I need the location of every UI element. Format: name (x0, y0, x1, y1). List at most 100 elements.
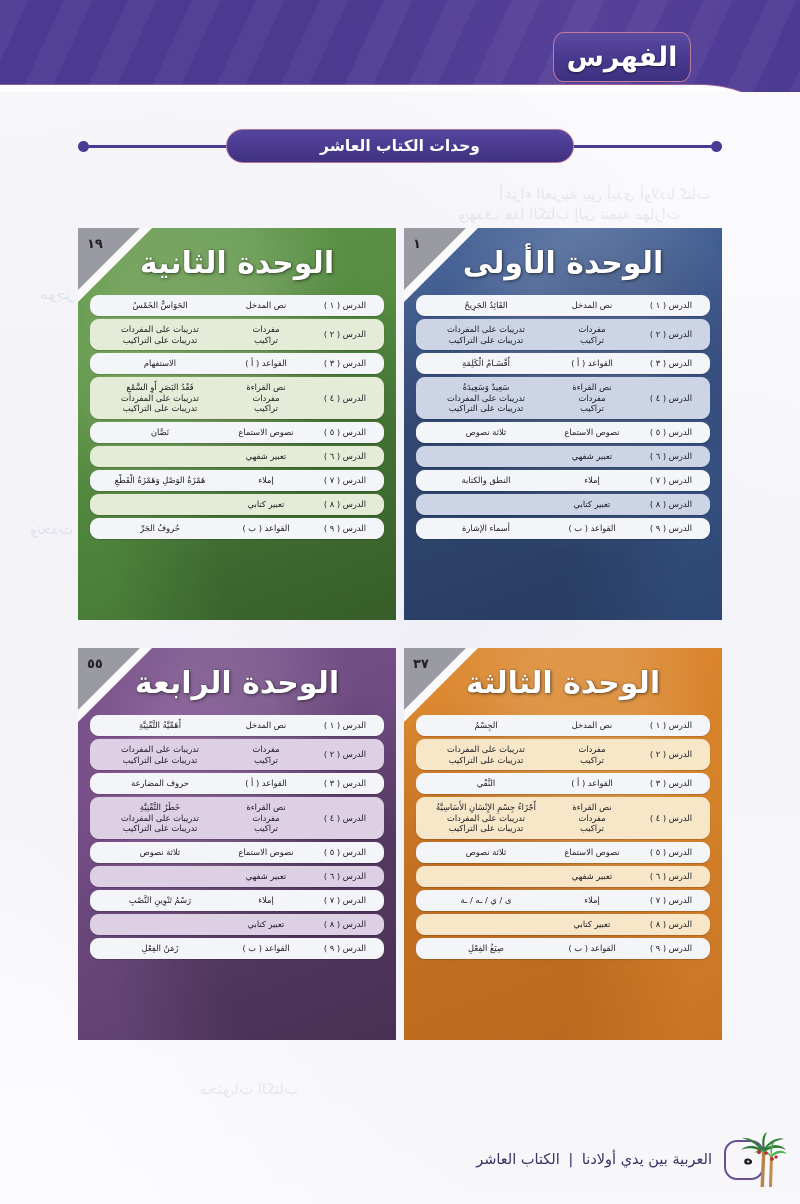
ribbon-gray-fold (78, 228, 140, 290)
lesson-row[interactable]: الدرس ( ٥ ) نصوص الاستماع ثلاثة نصوص (416, 842, 710, 863)
lesson-number: الدرس ( ٩ ) (649, 523, 693, 534)
paper-bleed-through: أعزاء العربية بين أيدي أولادنا كتاب (498, 185, 710, 203)
lesson-row[interactable]: الدرس ( ٤ ) نص القراءة مفردات تراكيب سَعِي… (416, 377, 710, 419)
lesson-category: القواعد ( ب ) (242, 943, 290, 954)
lesson-row[interactable]: الدرس ( ٨ ) تعبير كتابي (90, 914, 384, 935)
lesson-row[interactable]: الدرس ( ٢ ) مفردات تراكيب تدريبات على المف… (90, 739, 384, 770)
lesson-row[interactable]: الدرس ( ٩ ) القواعد ( ب ) أسماء الإشارة (416, 518, 710, 539)
lesson-number: الدرس ( ٧ ) (649, 895, 693, 906)
lesson-row[interactable]: الدرس ( ٨ ) تعبير كتابي (416, 494, 710, 515)
lesson-row[interactable]: الدرس ( ٦ ) تعبير شفهي (90, 866, 384, 887)
page-title: الفهرس (553, 32, 691, 82)
lesson-row[interactable]: الدرس ( ٧ ) إملاء ى / ي / ـه / ـة (416, 890, 710, 911)
banner-dot-right (711, 140, 722, 152)
unit-card-3[interactable]: ٣٧ الوحدة الثالثة الدرس ( ١ ) نص المدخل الجِ… (404, 648, 722, 1040)
banner-line-right (574, 144, 711, 148)
lesson-category: نص المدخل (245, 720, 287, 731)
lesson-row[interactable]: الدرس ( ١ ) نص المدخل الجِسْمُ (416, 715, 710, 736)
lesson-row[interactable]: الدرس ( ٦ ) تعبير شفهي (416, 446, 710, 467)
lesson-category: القواعد ( ب ) (568, 943, 616, 954)
lesson-category: تعبير شفهي (571, 871, 613, 882)
lesson-row[interactable]: الدرس ( ٣ ) القواعد ( أ ) حروف المضارعة (90, 773, 384, 794)
lesson-topic: الجِسْمُ (474, 720, 498, 731)
lesson-number: الدرس ( ٦ ) (323, 451, 367, 462)
footer-book-title: الكتاب العاشر (476, 1152, 560, 1168)
lesson-category: القواعد ( أ ) (571, 778, 613, 789)
lesson-row[interactable]: الدرس ( ١ ) نص المدخل القَائِدُ الجَرِيحُ (416, 295, 710, 316)
lesson-category: مفردات تراكيب (578, 743, 606, 765)
lesson-number: الدرس ( ٤ ) (649, 392, 693, 403)
lesson-row[interactable]: الدرس ( ٦ ) تعبير شفهي (90, 446, 384, 467)
lesson-row[interactable]: الدرس ( ٩ ) القواعد ( ب ) زَمَنُ الفِعْلِ (90, 938, 384, 959)
lesson-row[interactable]: الدرس ( ٨ ) تعبير كتابي (90, 494, 384, 515)
lesson-row[interactable]: الدرس ( ٢ ) مفردات تراكيب تدريبات على المف… (416, 739, 710, 770)
lesson-row[interactable]: الدرس ( ٣ ) القواعد ( أ ) النَّفْي (416, 773, 710, 794)
lesson-number: الدرس ( ٦ ) (649, 451, 693, 462)
paper-bleed-through: محتويات الكتاب (200, 1080, 298, 1098)
unit-lessons-list: الدرس ( ١ ) نص المدخل القَائِدُ الجَرِيحُ ا… (416, 295, 710, 539)
lesson-row[interactable]: الدرس ( ١ ) نص المدخل أَهَمِّيَّةُ التَّقْ… (90, 715, 384, 736)
unit-start-page: ١ (413, 237, 421, 252)
lesson-row[interactable]: الدرس ( ٢ ) مفردات تراكيب تدريبات على المف… (416, 319, 710, 350)
lesson-category: نصوص الاستماع (238, 847, 294, 858)
lesson-row[interactable]: الدرس ( ٣ ) القواعد ( أ ) أَقْسَـامُ الْكَ… (416, 353, 710, 374)
lesson-row[interactable]: الدرس ( ٧ ) إملاء النطق والكتابة (416, 470, 710, 491)
lesson-category: نص القراءة مفردات تراكيب (246, 801, 286, 834)
footer-title: العربية بين يدي أولادنا | الكتاب العاشر (476, 1152, 712, 1168)
lesson-category: القواعد ( أ ) (245, 778, 287, 789)
lesson-category: نص المدخل (571, 720, 613, 731)
lesson-row[interactable]: الدرس ( ٧ ) إملاء رَسْمُ تَنْوِينِ النَّصْ… (90, 890, 384, 911)
lesson-topic: نَصَّان (150, 427, 170, 438)
unit-start-page: ٥٥ (87, 657, 103, 672)
lesson-row[interactable]: الدرس ( ٧ ) إملاء هَمْزَةُ الوَصْلِ وَهَمْ… (90, 470, 384, 491)
lesson-topic: ثلاثة نصوص (465, 427, 507, 438)
unit-card-1[interactable]: ١ الوحدة الأولى الدرس ( ١ ) نص المدخل القَائ… (404, 228, 722, 620)
lesson-row[interactable]: الدرس ( ٤ ) نص القراءة مفردات تراكيب خَطَر… (90, 797, 384, 839)
lesson-category: تعبير شفهي (245, 871, 287, 882)
lesson-topic: فَقْدُ البَصَرِ أَوِ السَّمْعِ تدريبات ع… (121, 381, 199, 414)
lesson-number: الدرس ( ٥ ) (649, 847, 693, 858)
lesson-number: الدرس ( ٩ ) (649, 943, 693, 954)
lesson-number: الدرس ( ٧ ) (649, 475, 693, 486)
lesson-number: الدرس ( ٦ ) (649, 871, 693, 882)
lesson-row[interactable]: الدرس ( ٢ ) مفردات تراكيب تدريبات على المف… (90, 319, 384, 350)
unit-card-2[interactable]: ١٩ الوحدة الثانية الدرس ( ١ ) نص المدخل الحَ… (78, 228, 396, 620)
unit-page-ribbon: ٥٥ (78, 648, 152, 722)
lesson-number: الدرس ( ٥ ) (323, 427, 367, 438)
lesson-number: الدرس ( ٨ ) (323, 919, 367, 930)
lesson-row[interactable]: الدرس ( ٣ ) القواعد ( أ ) الاستفهام (90, 353, 384, 374)
lesson-topic: أَقْسَـامُ الْكَلِمَةِ (462, 358, 510, 369)
lesson-number: الدرس ( ٤ ) (649, 812, 693, 823)
lesson-row[interactable]: الدرس ( ٥ ) نصوص الاستماع ثلاثة نصوص (416, 422, 710, 443)
lesson-row[interactable]: الدرس ( ٦ ) تعبير شفهي (416, 866, 710, 887)
lesson-number: الدرس ( ٢ ) (649, 329, 693, 340)
lesson-number: الدرس ( ٤ ) (323, 392, 367, 403)
lesson-category: إملاء (258, 475, 274, 486)
lesson-category: القواعد ( ب ) (568, 523, 616, 534)
lesson-number: الدرس ( ٨ ) (649, 919, 693, 930)
unit-page-ribbon: ٣٧ (404, 648, 478, 722)
lesson-number: الدرس ( ٣ ) (649, 778, 693, 789)
unit-start-page: ١٩ (87, 237, 103, 252)
lesson-row[interactable]: الدرس ( ١ ) نص المدخل الحَوَاسُّ الخَمْسُ (90, 295, 384, 316)
lesson-row[interactable]: الدرس ( ٤ ) نص القراءة مفردات تراكيب أَجْز… (416, 797, 710, 839)
ribbon-gray-fold (404, 648, 466, 710)
unit-card-4[interactable]: ٥٥ الوحدة الرابعة الدرس ( ١ ) نص المدخل أَهَ… (78, 648, 396, 1040)
lesson-row[interactable]: الدرس ( ٥ ) نصوص الاستماع ثلاثة نصوص (90, 842, 384, 863)
lesson-category: نصوص الاستماع (564, 847, 620, 858)
lesson-category: إملاء (258, 895, 274, 906)
lesson-number: الدرس ( ٩ ) (323, 523, 367, 534)
lesson-category: تعبير شفهي (571, 451, 613, 462)
lesson-number: الدرس ( ٢ ) (323, 329, 367, 340)
lesson-row[interactable]: الدرس ( ٩ ) القواعد ( ب ) صِيَغُ الفِعْلِ (416, 938, 710, 959)
lesson-row[interactable]: الدرس ( ٨ ) تعبير كتابي (416, 914, 710, 935)
lesson-number: الدرس ( ٢ ) (649, 749, 693, 760)
lesson-row[interactable]: الدرس ( ٥ ) نصوص الاستماع نَصَّان (90, 422, 384, 443)
lesson-topic: حروف المضارعة (131, 778, 189, 789)
lesson-category: مفردات تراكيب (252, 323, 280, 345)
lesson-row[interactable]: الدرس ( ٩ ) القواعد ( ب ) حُروفُ الجَرِّ (90, 518, 384, 539)
lesson-topic: تدريبات على المفردات تدريبات على التراكي… (447, 323, 525, 345)
paper-bleed-through: وتحدث (30, 520, 74, 538)
lesson-row[interactable]: الدرس ( ٤ ) نص القراءة مفردات تراكيب فَقْد… (90, 377, 384, 419)
lesson-number: الدرس ( ٣ ) (649, 358, 693, 369)
